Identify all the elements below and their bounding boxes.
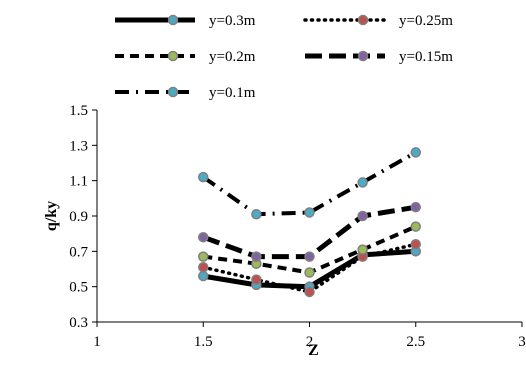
data-point (357, 210, 368, 222)
data-point (410, 201, 421, 213)
legend-label: y=0.3m (209, 13, 256, 29)
legend-item: y=0.3m (115, 13, 256, 29)
series-y=0.2m (198, 221, 421, 278)
data-point (198, 231, 209, 243)
axes: 0.3 0.5 0.7 0.9 1.1 1.3 1.5 1 1.5 2 2.5 3 (69, 103, 526, 350)
y-tick-label: 0.7 (69, 244, 88, 260)
data-point (410, 221, 421, 232)
x-tick-label: 3 (518, 334, 526, 350)
legend-marker (167, 50, 179, 62)
data-point (410, 147, 421, 158)
legend-item: y=0.25m (303, 13, 453, 29)
data-point (357, 244, 368, 255)
series-line (202, 150, 417, 217)
data-point (304, 267, 315, 278)
x-axis-title: Z (308, 342, 319, 359)
legend-marker (357, 14, 369, 26)
legend-item: y=0.15m (305, 49, 453, 65)
series-layer (198, 147, 421, 298)
data-point (357, 177, 368, 188)
y-tick-label: 0.9 (69, 209, 88, 225)
data-point (410, 239, 421, 250)
x-tick-label: 1.5 (194, 334, 213, 350)
data-point (198, 171, 209, 183)
legend-marker (167, 14, 179, 26)
series-y=0.1m (198, 147, 421, 220)
data-point (251, 251, 262, 262)
y-tick-label: 0.3 (69, 315, 88, 331)
legend-label: y=0.25m (399, 13, 453, 29)
data-point (304, 251, 315, 262)
series-y=0.25m (198, 239, 421, 298)
legend-item: y=0.1m (115, 85, 256, 101)
y-tick-label: 1.3 (69, 138, 88, 154)
x-tick-label: 2.5 (406, 334, 425, 350)
legend-item: y=0.2m (115, 49, 256, 65)
legend-marker (357, 50, 369, 62)
data-point (198, 261, 209, 273)
legend-label: y=0.1m (209, 85, 256, 101)
data-point (251, 274, 262, 285)
y-tick-label: 0.5 (69, 280, 88, 296)
data-point (304, 286, 315, 298)
y-axis-title: q/ky (43, 201, 60, 231)
legend: y=0.3m y=0.25m y=0.2m y=0.15m y=0.1m (115, 13, 453, 101)
data-point (198, 251, 209, 262)
y-tick-label: 1.5 (69, 103, 88, 119)
y-tick-label: 1.1 (69, 174, 88, 190)
x-tick-label: 1 (93, 334, 101, 350)
series-y=0.15m (198, 201, 421, 262)
legend-label: y=0.2m (209, 49, 256, 65)
data-point (198, 270, 209, 282)
data-point (251, 208, 262, 220)
data-point (304, 207, 315, 218)
legend-label: y=0.15m (399, 49, 453, 65)
legend-marker (167, 86, 179, 98)
x-tick-label: 2 (306, 334, 314, 350)
